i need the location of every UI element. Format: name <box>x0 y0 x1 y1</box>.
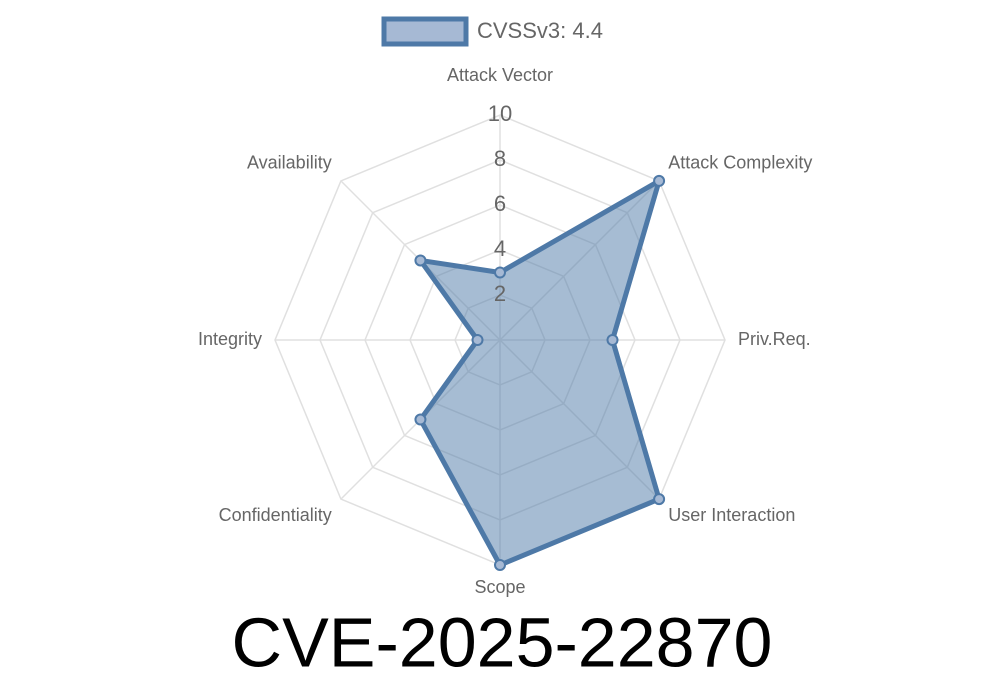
radar-point <box>653 174 666 187</box>
tick-label: 8 <box>494 146 506 171</box>
axis-label: User Interaction <box>668 505 795 525</box>
axis-label: Scope <box>474 577 525 597</box>
axis-label: Availability <box>247 152 332 172</box>
tick-label: 2 <box>494 281 506 306</box>
axis-label: Integrity <box>198 329 262 349</box>
radar-point <box>471 334 484 346</box>
radar-point <box>494 266 506 279</box>
axis-label: Priv.Req. <box>738 329 811 349</box>
tick-label: 10 <box>488 101 512 126</box>
legend-text: CVSSv3: 4.4 <box>477 18 603 43</box>
radar-point <box>653 493 666 506</box>
radar-point <box>414 254 427 267</box>
axis-label: Confidentiality <box>219 505 332 525</box>
axis-label: Attack Complexity <box>668 152 812 172</box>
tick-label: 4 <box>494 236 506 261</box>
legend-swatch <box>381 16 469 47</box>
radar-point <box>414 413 427 426</box>
radar-point <box>494 559 506 571</box>
radar-area <box>417 178 662 568</box>
radar-point <box>606 334 619 346</box>
chart-title: CVE-2025-22870 <box>232 603 773 681</box>
tick-label: 6 <box>494 191 506 216</box>
axis-label: Attack Vector <box>447 65 553 85</box>
